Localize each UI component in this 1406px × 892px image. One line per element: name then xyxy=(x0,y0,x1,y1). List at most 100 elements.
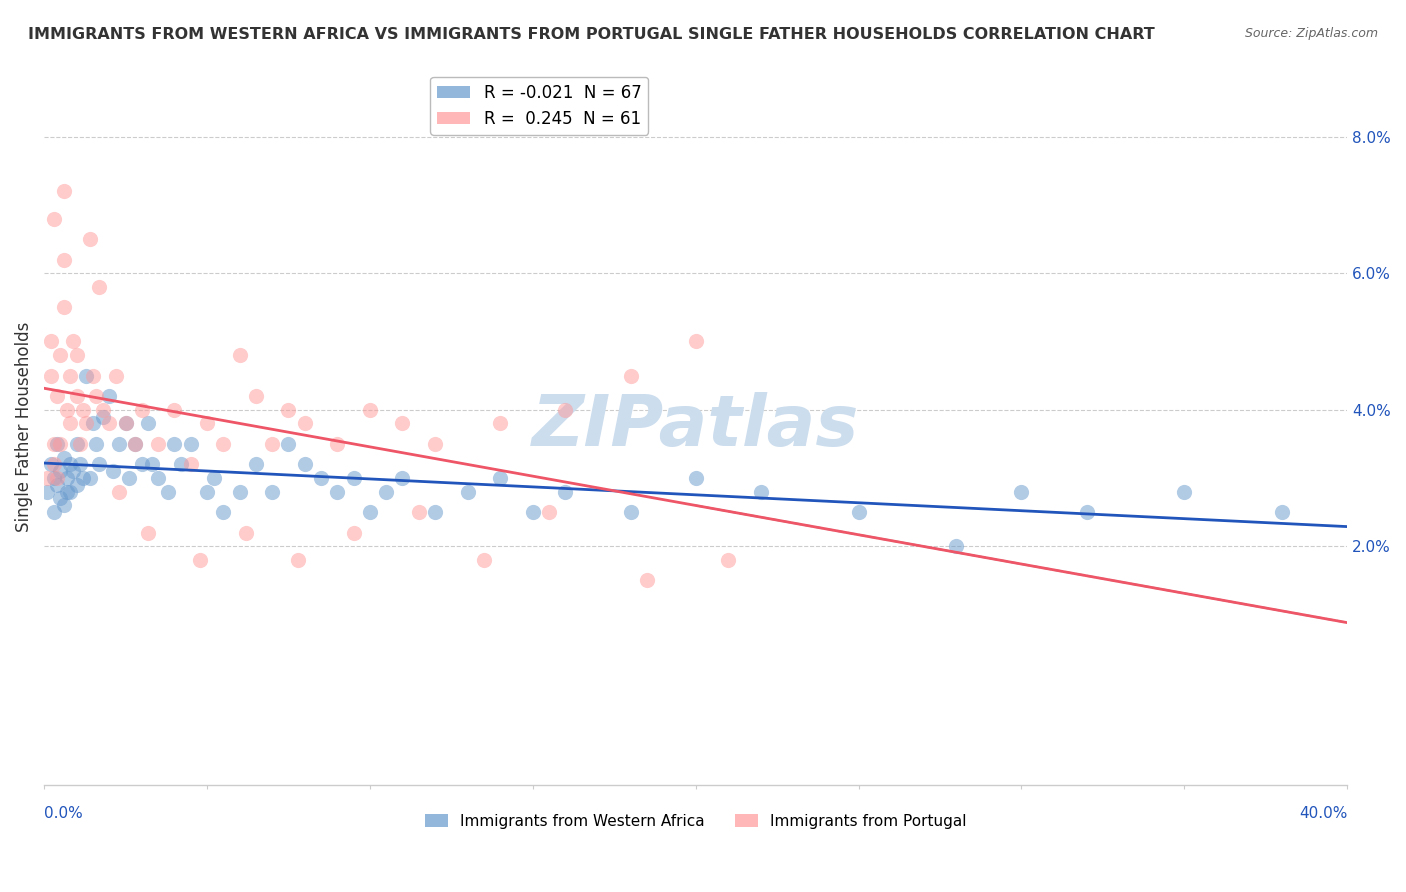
Point xyxy=(170,458,193,472)
Point xyxy=(89,458,111,472)
Point xyxy=(37,471,59,485)
Point xyxy=(49,491,72,506)
Point xyxy=(326,484,349,499)
Point xyxy=(52,252,75,267)
Point xyxy=(52,498,75,512)
Point xyxy=(72,402,94,417)
Point xyxy=(343,471,366,485)
Point xyxy=(69,458,91,472)
Text: 40.0%: 40.0% xyxy=(1299,805,1347,821)
Point xyxy=(146,437,169,451)
Point xyxy=(554,484,576,499)
Point xyxy=(131,458,153,472)
Point xyxy=(46,478,69,492)
Text: IMMIGRANTS FROM WESTERN AFRICA VS IMMIGRANTS FROM PORTUGAL SINGLE FATHER HOUSEHO: IMMIGRANTS FROM WESTERN AFRICA VS IMMIGR… xyxy=(28,27,1154,42)
Point xyxy=(42,471,65,485)
Point xyxy=(245,389,267,403)
Point xyxy=(359,402,381,417)
Point xyxy=(945,539,967,553)
Point xyxy=(84,389,107,403)
Point xyxy=(89,280,111,294)
Point xyxy=(277,402,299,417)
Point xyxy=(52,301,75,315)
Point xyxy=(62,334,84,349)
Point xyxy=(212,505,235,519)
Point xyxy=(326,437,349,451)
Point xyxy=(472,553,495,567)
Point xyxy=(294,458,316,472)
Point xyxy=(91,402,114,417)
Point xyxy=(423,437,446,451)
Point xyxy=(749,484,772,499)
Point xyxy=(235,525,257,540)
Point xyxy=(39,334,62,349)
Point xyxy=(59,368,82,383)
Point xyxy=(56,484,79,499)
Legend: Immigrants from Western Africa, Immigrants from Portugal: Immigrants from Western Africa, Immigran… xyxy=(419,807,973,835)
Point xyxy=(619,505,641,519)
Point xyxy=(489,471,512,485)
Point xyxy=(408,505,430,519)
Point xyxy=(114,417,136,431)
Point xyxy=(212,437,235,451)
Point xyxy=(69,437,91,451)
Point xyxy=(84,437,107,451)
Point xyxy=(59,417,82,431)
Point xyxy=(104,368,127,383)
Point xyxy=(457,484,479,499)
Point xyxy=(202,471,225,485)
Point xyxy=(101,464,124,478)
Point xyxy=(66,348,89,362)
Point xyxy=(1173,484,1195,499)
Point xyxy=(636,574,658,588)
Point xyxy=(522,505,544,519)
Point xyxy=(195,484,218,499)
Point xyxy=(195,417,218,431)
Point xyxy=(39,368,62,383)
Point xyxy=(228,484,250,499)
Point xyxy=(82,368,104,383)
Point xyxy=(391,417,413,431)
Point xyxy=(359,505,381,519)
Point xyxy=(1011,484,1033,499)
Point xyxy=(1271,505,1294,519)
Point xyxy=(66,389,89,403)
Point xyxy=(190,553,212,567)
Point xyxy=(277,437,299,451)
Point xyxy=(114,417,136,431)
Point xyxy=(309,471,332,485)
Point xyxy=(66,478,89,492)
Point xyxy=(42,458,65,472)
Point xyxy=(131,402,153,417)
Point xyxy=(180,458,202,472)
Point xyxy=(156,484,179,499)
Point xyxy=(46,437,69,451)
Point xyxy=(619,368,641,383)
Point xyxy=(538,505,561,519)
Point xyxy=(124,437,146,451)
Point xyxy=(375,484,398,499)
Point xyxy=(98,389,121,403)
Point xyxy=(685,471,707,485)
Point xyxy=(75,417,97,431)
Point xyxy=(228,348,250,362)
Point xyxy=(59,458,82,472)
Point xyxy=(343,525,366,540)
Point xyxy=(489,417,512,431)
Point xyxy=(1076,505,1098,519)
Text: ZIPatlas: ZIPatlas xyxy=(531,392,859,461)
Point xyxy=(56,471,79,485)
Point xyxy=(62,464,84,478)
Point xyxy=(138,525,160,540)
Point xyxy=(82,417,104,431)
Point xyxy=(52,450,75,465)
Point xyxy=(717,553,740,567)
Point xyxy=(46,389,69,403)
Point xyxy=(56,402,79,417)
Point xyxy=(49,464,72,478)
Point xyxy=(423,505,446,519)
Point xyxy=(42,211,65,226)
Point xyxy=(180,437,202,451)
Point xyxy=(262,484,284,499)
Point xyxy=(391,471,413,485)
